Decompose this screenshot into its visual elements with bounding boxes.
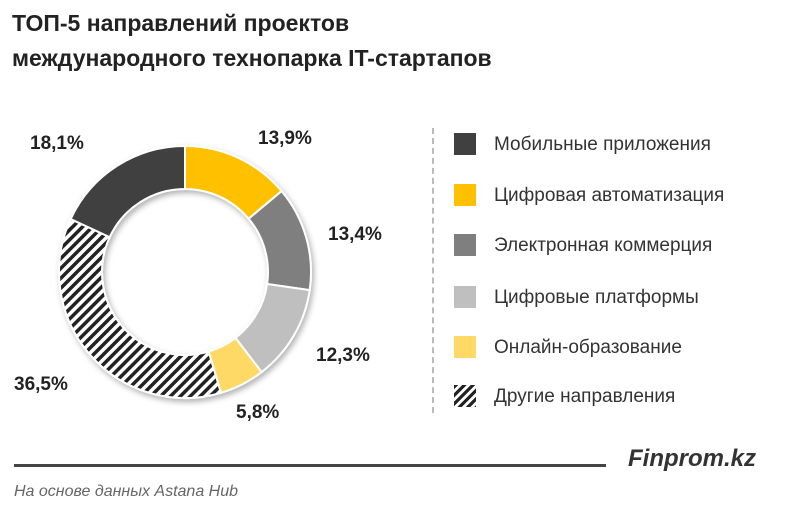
data-label: 18,1% bbox=[30, 133, 84, 154]
legend-label: Цифровые платформы bbox=[494, 287, 699, 308]
donut-slice bbox=[58, 217, 223, 399]
footer-rule bbox=[14, 464, 606, 467]
legend-label: Мобильные приложения bbox=[494, 134, 711, 155]
title-line-2: международного технопарка IT-стартапов bbox=[12, 45, 492, 71]
source-note: На основе данных Astana Hub bbox=[14, 483, 239, 500]
donut-slice bbox=[69, 144, 186, 239]
legend-swatch bbox=[454, 133, 476, 155]
legend-label: Онлайн-образование bbox=[494, 337, 682, 358]
legend-label: Электронная коммерция bbox=[494, 235, 713, 256]
legend-label: Цифровая автоматизация bbox=[494, 185, 725, 206]
data-label: 36,5% bbox=[14, 374, 68, 395]
data-label: 13,4% bbox=[328, 224, 382, 245]
brand-logo: Finprom.kz bbox=[628, 445, 757, 472]
data-label: 12,3% bbox=[316, 345, 370, 366]
legend-swatch bbox=[454, 336, 476, 358]
data-label: 5,8% bbox=[236, 402, 280, 423]
legend: Мобильные приложения Цифровая автоматизац… bbox=[432, 128, 724, 413]
legend-swatch bbox=[454, 184, 476, 206]
legend-swatch bbox=[454, 234, 476, 256]
data-label: 13,9% bbox=[258, 128, 312, 149]
chart-title: ТОП-5 направлений проектов международног… bbox=[12, 6, 492, 76]
legend-swatch bbox=[454, 385, 476, 407]
legend-label: Другие направления bbox=[494, 386, 676, 407]
title-line-1: ТОП-5 направлений проектов bbox=[12, 10, 350, 36]
legend-swatch bbox=[454, 286, 476, 308]
